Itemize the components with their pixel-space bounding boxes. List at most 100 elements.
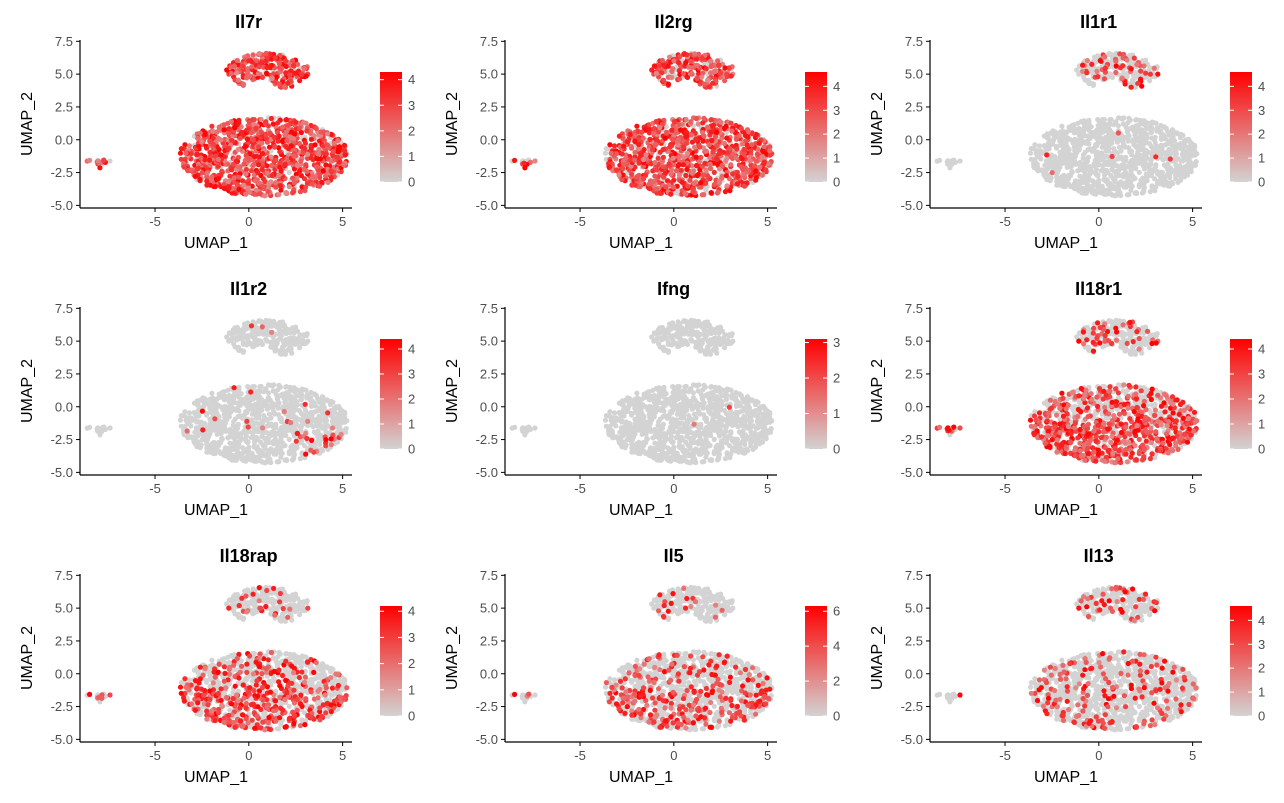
cell-point-expressed — [202, 131, 208, 138]
cell-point-expressed — [669, 127, 675, 133]
cell-point — [1028, 146, 1034, 152]
cell-point — [1076, 126, 1082, 132]
panel-il1r2: Il1r2-5 0 5-5.0-2.50.02.55.07.5UMAP_1UMAP_… — [19, 279, 415, 519]
cell-point-expressed — [688, 58, 694, 64]
cell-point-expressed — [280, 124, 286, 130]
cell-point-expressed — [693, 162, 700, 169]
cell-point — [286, 449, 292, 455]
cell-point-expressed — [655, 155, 661, 161]
cell-point-expressed — [199, 139, 205, 145]
cell-point-expressed — [697, 144, 703, 150]
cell-point — [1123, 180, 1129, 186]
cell-point — [1153, 120, 1159, 126]
cell-point-expressed — [244, 74, 250, 80]
cell-point-expressed — [1049, 170, 1055, 176]
cell-point-expressed — [284, 137, 290, 144]
colorbar-tick-label: 4 — [833, 79, 840, 94]
cell-point-expressed — [701, 115, 707, 121]
cell-point — [1065, 156, 1071, 163]
y-tick-label: 5.0 — [55, 67, 73, 82]
cell-point-expressed — [227, 173, 233, 179]
cell-point-expressed — [302, 140, 308, 146]
cell-point — [1192, 148, 1198, 154]
cell-point — [957, 158, 963, 164]
cell-point-expressed — [271, 134, 277, 140]
cell-point — [250, 404, 256, 410]
cell-point-expressed — [701, 133, 707, 139]
cell-point-expressed — [269, 172, 275, 179]
cell-point — [1098, 130, 1104, 136]
cell-point — [244, 341, 250, 347]
x-tick-label: 5 — [764, 214, 771, 229]
cell-point-expressed — [207, 149, 213, 155]
cell-point — [177, 417, 184, 423]
cell-point-expressed — [289, 129, 295, 135]
cell-point-expressed — [718, 119, 724, 125]
cell-point-expressed — [304, 168, 310, 175]
cell-point-expressed — [713, 155, 720, 161]
cell-point-expressed — [255, 71, 261, 77]
cell-point — [1175, 131, 1181, 137]
cell-point — [1090, 81, 1097, 87]
cell-point-expressed — [238, 124, 244, 130]
cell-point — [1052, 131, 1058, 138]
cell-point — [1120, 174, 1127, 180]
cell-point-expressed — [297, 168, 303, 174]
cell-point-expressed — [325, 179, 331, 185]
cell-point — [1163, 164, 1170, 170]
cell-point — [1184, 154, 1190, 160]
cell-point-expressed — [700, 120, 706, 126]
cell-point-expressed — [225, 161, 231, 167]
cell-point — [1175, 179, 1181, 185]
cell-point-expressed — [251, 162, 257, 168]
cell-point-expressed — [693, 136, 699, 142]
cell-point — [1105, 162, 1112, 168]
cell-point — [325, 398, 331, 404]
cell-point-expressed — [243, 171, 249, 177]
cell-point — [286, 335, 292, 342]
cell-point — [227, 440, 233, 446]
cell-point-expressed — [689, 65, 695, 71]
cell-point — [283, 384, 289, 390]
cell-point — [1098, 168, 1104, 174]
cell-point-expressed — [177, 150, 184, 156]
cell-point-expressed — [330, 148, 336, 154]
cell-point — [1118, 115, 1124, 122]
cell-point — [192, 440, 198, 446]
cell-point — [283, 457, 289, 463]
cell-point — [1128, 148, 1134, 154]
cell-point-expressed — [641, 176, 647, 182]
cell-point-expressed — [620, 166, 626, 172]
cell-point — [1095, 136, 1101, 142]
cell-point-expressed — [276, 133, 282, 139]
cell-point — [204, 437, 210, 443]
cell-point-expressed — [722, 189, 729, 195]
cell-point — [1126, 133, 1132, 139]
cell-point-expressed — [722, 65, 728, 71]
cell-point — [1085, 147, 1091, 153]
cell-point-expressed — [734, 181, 741, 187]
cell-point-expressed — [323, 151, 329, 157]
cell-point-expressed — [204, 145, 210, 151]
cell-point — [1181, 140, 1187, 146]
cell-point-expressed — [750, 131, 756, 137]
cell-point — [1101, 162, 1107, 168]
cell-point — [1027, 150, 1034, 156]
cell-point — [1036, 143, 1043, 149]
cell-point-expressed — [241, 182, 247, 188]
cell-point — [1108, 129, 1114, 135]
cell-point — [259, 433, 265, 439]
cell-point-expressed — [715, 62, 722, 68]
cell-point-expressed — [689, 170, 695, 176]
cell-point-expressed — [216, 176, 222, 182]
cell-point-expressed — [693, 115, 700, 122]
cell-point — [194, 418, 200, 424]
cell-point-expressed — [660, 147, 666, 153]
cell-point-expressed — [710, 122, 717, 128]
cell-point-expressed — [627, 131, 633, 138]
cell-point-expressed — [240, 81, 247, 87]
cell-point-expressed — [291, 153, 297, 159]
cell-point-expressed — [660, 154, 667, 160]
